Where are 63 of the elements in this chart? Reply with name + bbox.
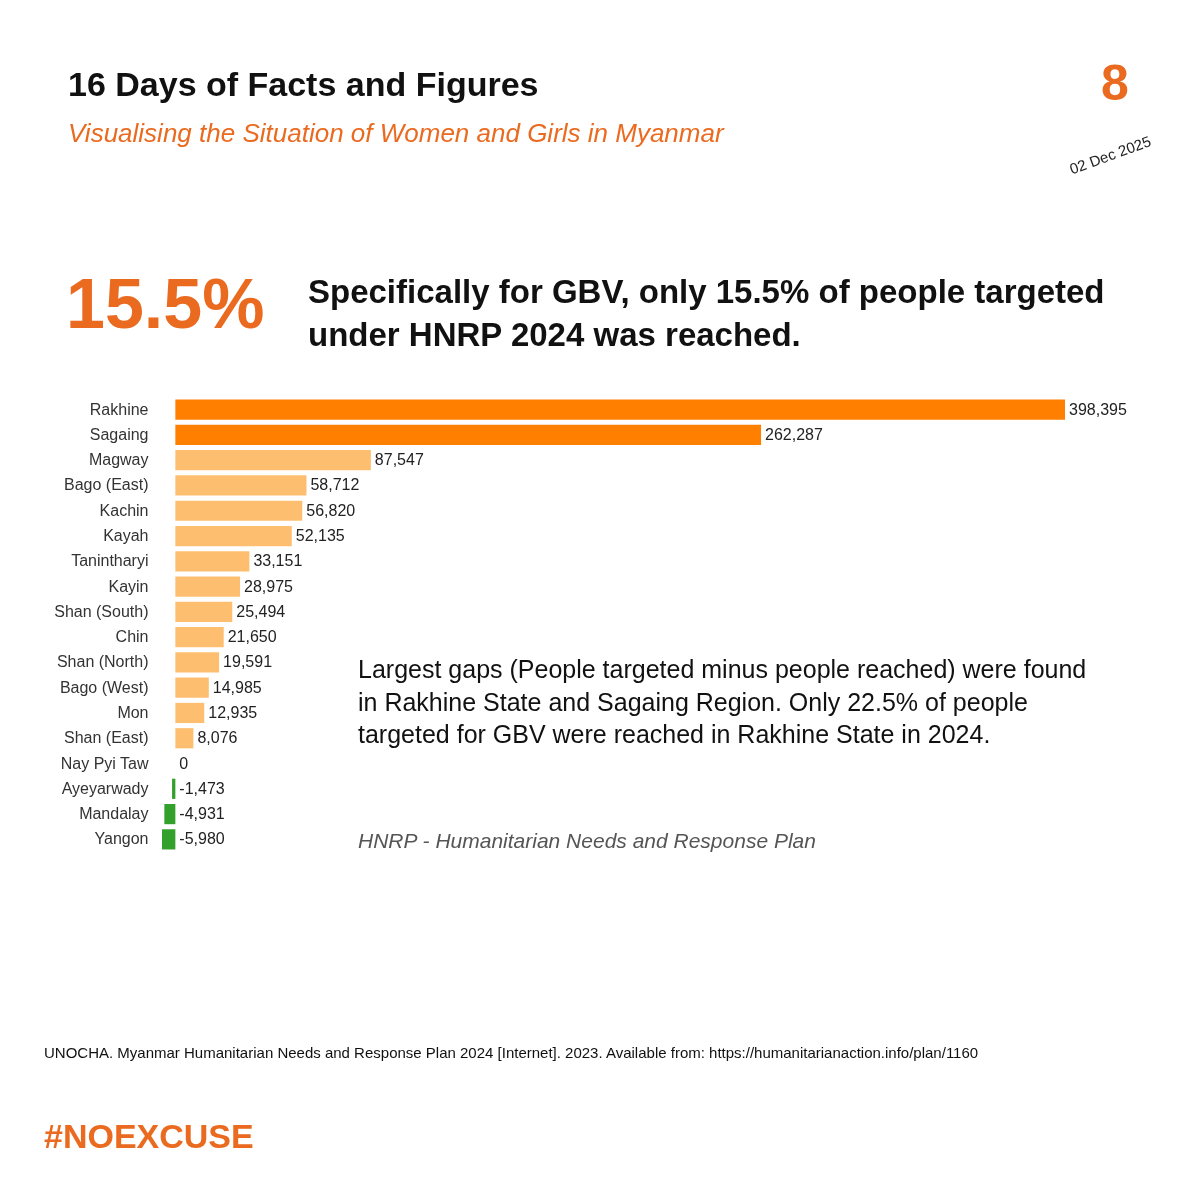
data-label: 28,975: [244, 577, 294, 595]
bar: [175, 450, 371, 471]
bar: [175, 399, 1065, 420]
data-label: 58,712: [310, 476, 360, 494]
y-tick-label: Kayah: [103, 527, 149, 545]
data-label: 262,287: [765, 425, 823, 443]
data-label: 52,135: [295, 527, 345, 545]
text: #NOEXCUSE: [44, 1117, 254, 1155]
bar: [172, 778, 176, 799]
data-label: 8,076: [197, 729, 238, 747]
y-tick-label: Ayeyarwady: [61, 779, 149, 797]
data-label: -5,980: [179, 830, 225, 848]
y-tick-label: Bago (West): [59, 678, 149, 696]
y-tick-label: Nay Pyi Taw: [60, 754, 149, 772]
y-tick-label: Bago (East): [64, 476, 149, 494]
data-label: 398,395: [1069, 400, 1127, 418]
bar: [175, 677, 209, 698]
data-label: 14,985: [212, 678, 262, 696]
bar: [175, 424, 762, 446]
bar: [175, 601, 233, 622]
y-tick-label: Kayin: [108, 577, 149, 595]
chart-title: 16 Days of Facts and Figures: [68, 65, 539, 103]
text: 15.5%: [66, 265, 265, 343]
bar: [175, 702, 205, 724]
bar: [175, 576, 241, 597]
y-tick-label: Shan (East): [64, 729, 149, 747]
y-tick-label: Rakhine: [89, 400, 149, 418]
data-label: -4,931: [179, 805, 225, 823]
data-label: 19,591: [223, 653, 273, 671]
data-label: 12,935: [208, 703, 258, 721]
bar: [175, 728, 194, 749]
y-tick-label: Tanintharyi: [71, 552, 149, 570]
y-tick-label: Kachin: [99, 501, 149, 519]
y-tick-label: Shan (South): [54, 602, 149, 620]
data-label: 0: [179, 754, 189, 772]
y-tick-label: Magway: [88, 451, 149, 469]
text: UNOCHA. Myanmar Humanitarian Needs and Response Plan 2024 [Internet]. 2023. Available from: https://humanitarianaction.info/plan/1160: [44, 1044, 979, 1061]
bar: [175, 627, 224, 648]
y-tick-label: Mon: [117, 703, 149, 721]
y-tick-label: Sagaing: [89, 425, 149, 443]
text: 02 Dec 2025: [1067, 132, 1153, 178]
data-label: 87,547: [374, 451, 424, 469]
y-tick-label: Chin: [115, 628, 149, 646]
text: Specifically for GBV, only 15.5% of people targeted under HNRP 2024 was reached.: [308, 273, 1105, 353]
y-tick-label: Mandalay: [79, 805, 149, 823]
y-tick-label: Shan (North): [56, 653, 149, 671]
text: 8: [1101, 55, 1129, 111]
y-tick-label: Yangon: [94, 830, 149, 848]
bar: [175, 551, 250, 572]
data-label: 56,820: [306, 501, 356, 519]
bar: [175, 475, 307, 496]
annotation: HNRP - Humanitarian Needs and Response Plan: [358, 829, 816, 852]
data-label: 25,494: [236, 602, 286, 620]
data-label: -1,473: [179, 779, 225, 797]
annotation: Largest gaps (People targeted minus people reached) were found in Rakhine State and Sagaing Region. Only 22.5% of people targeted for GBV were reached in Rakhine State in 2024.: [358, 655, 1087, 748]
bar: [175, 525, 292, 547]
bar: [162, 829, 176, 850]
chart-subtitle: Visualising the Situation of Women and Girls in Myanmar: [68, 118, 725, 148]
bar: [175, 500, 303, 521]
data-label: 21,650: [227, 628, 277, 646]
data-label: 33,151: [253, 552, 303, 570]
bar: [164, 803, 176, 825]
bar: [175, 652, 220, 673]
